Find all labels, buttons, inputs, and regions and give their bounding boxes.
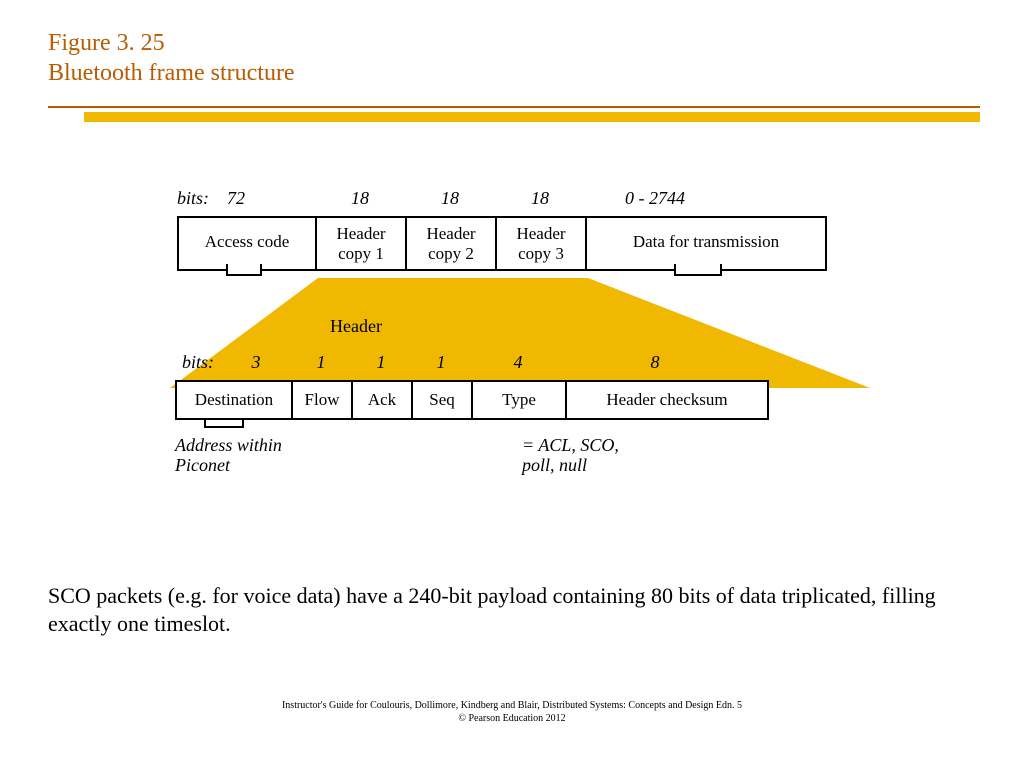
title-rule bbox=[0, 106, 1024, 128]
header-bits-3: 1 bbox=[411, 352, 471, 373]
frame-cell-4: Data for transmission bbox=[587, 218, 825, 269]
header-cell-3: Seq bbox=[413, 382, 473, 418]
header-cell-2: Ack bbox=[353, 382, 413, 418]
header-bits-row: bits:311148 bbox=[175, 352, 745, 373]
header-bits-1: 1 bbox=[291, 352, 351, 373]
frame-structure-diagram: bits:721818180 - 2744 Access codeHeaderc… bbox=[0, 188, 1024, 518]
frame-table: Access codeHeadercopy 1Headercopy 2Heade… bbox=[177, 216, 827, 271]
header-cell-4: Type bbox=[473, 382, 567, 418]
header-bits-4: 4 bbox=[471, 352, 565, 373]
frame-cell-2: Headercopy 2 bbox=[407, 218, 497, 269]
note-type: = ACL, SCO,poll, null bbox=[522, 436, 619, 476]
frame-bits-1: 18 bbox=[315, 188, 405, 209]
note-address: Address withinPiconet bbox=[175, 436, 282, 476]
stub-right bbox=[674, 264, 722, 276]
frame-cell-3: Headercopy 3 bbox=[497, 218, 587, 269]
bits-label: bits: bbox=[177, 188, 227, 209]
body-paragraph: SCO packets (e.g. for voice data) have a… bbox=[48, 582, 980, 638]
frame-cell-1: Headercopy 1 bbox=[317, 218, 407, 269]
footer-line-1: Instructor's Guide for Coulouris, Dollim… bbox=[0, 700, 1024, 713]
title-line-2: Bluetooth frame structure bbox=[48, 58, 1024, 88]
header-detail-table: DestinationFlowAckSeqTypeHeader checksum bbox=[175, 380, 769, 420]
header-cell-0: Destination bbox=[177, 382, 293, 418]
frame-cell-0: Access code bbox=[179, 218, 317, 269]
footer: Instructor's Guide for Coulouris, Dollim… bbox=[0, 700, 1024, 725]
title-line-1: Figure 3. 25 bbox=[48, 28, 1024, 58]
footer-line-2: © Pearson Education 2012 bbox=[0, 713, 1024, 726]
bits-label-2: bits: bbox=[175, 352, 221, 373]
header-bits-5: 8 bbox=[565, 352, 745, 373]
frame-bits-4: 0 - 2744 bbox=[625, 188, 685, 209]
frame-bits-3: 18 bbox=[495, 188, 585, 209]
stub-left bbox=[226, 264, 262, 276]
frame-bits-row: bits:721818180 - 2744 bbox=[177, 188, 685, 209]
frame-bits-2: 18 bbox=[405, 188, 495, 209]
header-zoom-label: Header bbox=[330, 316, 382, 337]
frame-bits-0: 72 bbox=[227, 188, 315, 209]
figure-title: Figure 3. 25 Bluetooth frame structure bbox=[0, 0, 1024, 88]
header-cell-1: Flow bbox=[293, 382, 353, 418]
header-bits-2: 1 bbox=[351, 352, 411, 373]
header-cell-5: Header checksum bbox=[567, 382, 767, 418]
header-bits-0: 3 bbox=[221, 352, 291, 373]
